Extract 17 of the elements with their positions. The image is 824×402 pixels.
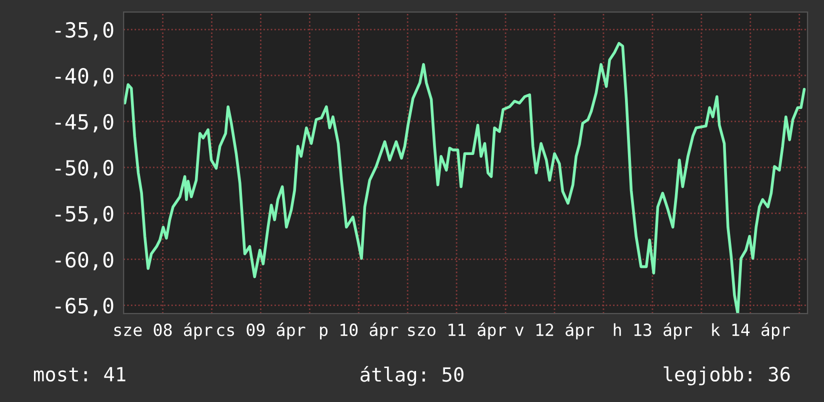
y-tick-label: -35,0 — [55, 22, 114, 40]
x-tick-label: cs 09 ápr — [217, 322, 306, 340]
x-tick-label: k 14 ápr — [712, 322, 790, 340]
text: legjobb: 36 — [664, 366, 790, 386]
y-tick-label: -50,0 — [55, 160, 114, 178]
text: most: 41 — [34, 367, 126, 382]
x-tick-label: szo 11 ápr — [408, 322, 506, 340]
x-tick-label: sze 08 ápr — [114, 322, 212, 340]
y-tick-label: -45,0 — [55, 114, 114, 132]
y-tick-label: -65,0 — [55, 298, 114, 316]
x-tick-label: h 13 ápr — [614, 322, 692, 340]
x-tick-label: p 10 ápr — [320, 322, 398, 340]
y-tick-label: -55,0 — [55, 206, 114, 224]
text: átlag: 50 — [360, 366, 464, 386]
y-tick-label: -40,0 — [55, 68, 114, 86]
x-tick-label: v 12 ápr — [515, 322, 594, 340]
y-tick-label: -60,0 — [55, 252, 114, 270]
